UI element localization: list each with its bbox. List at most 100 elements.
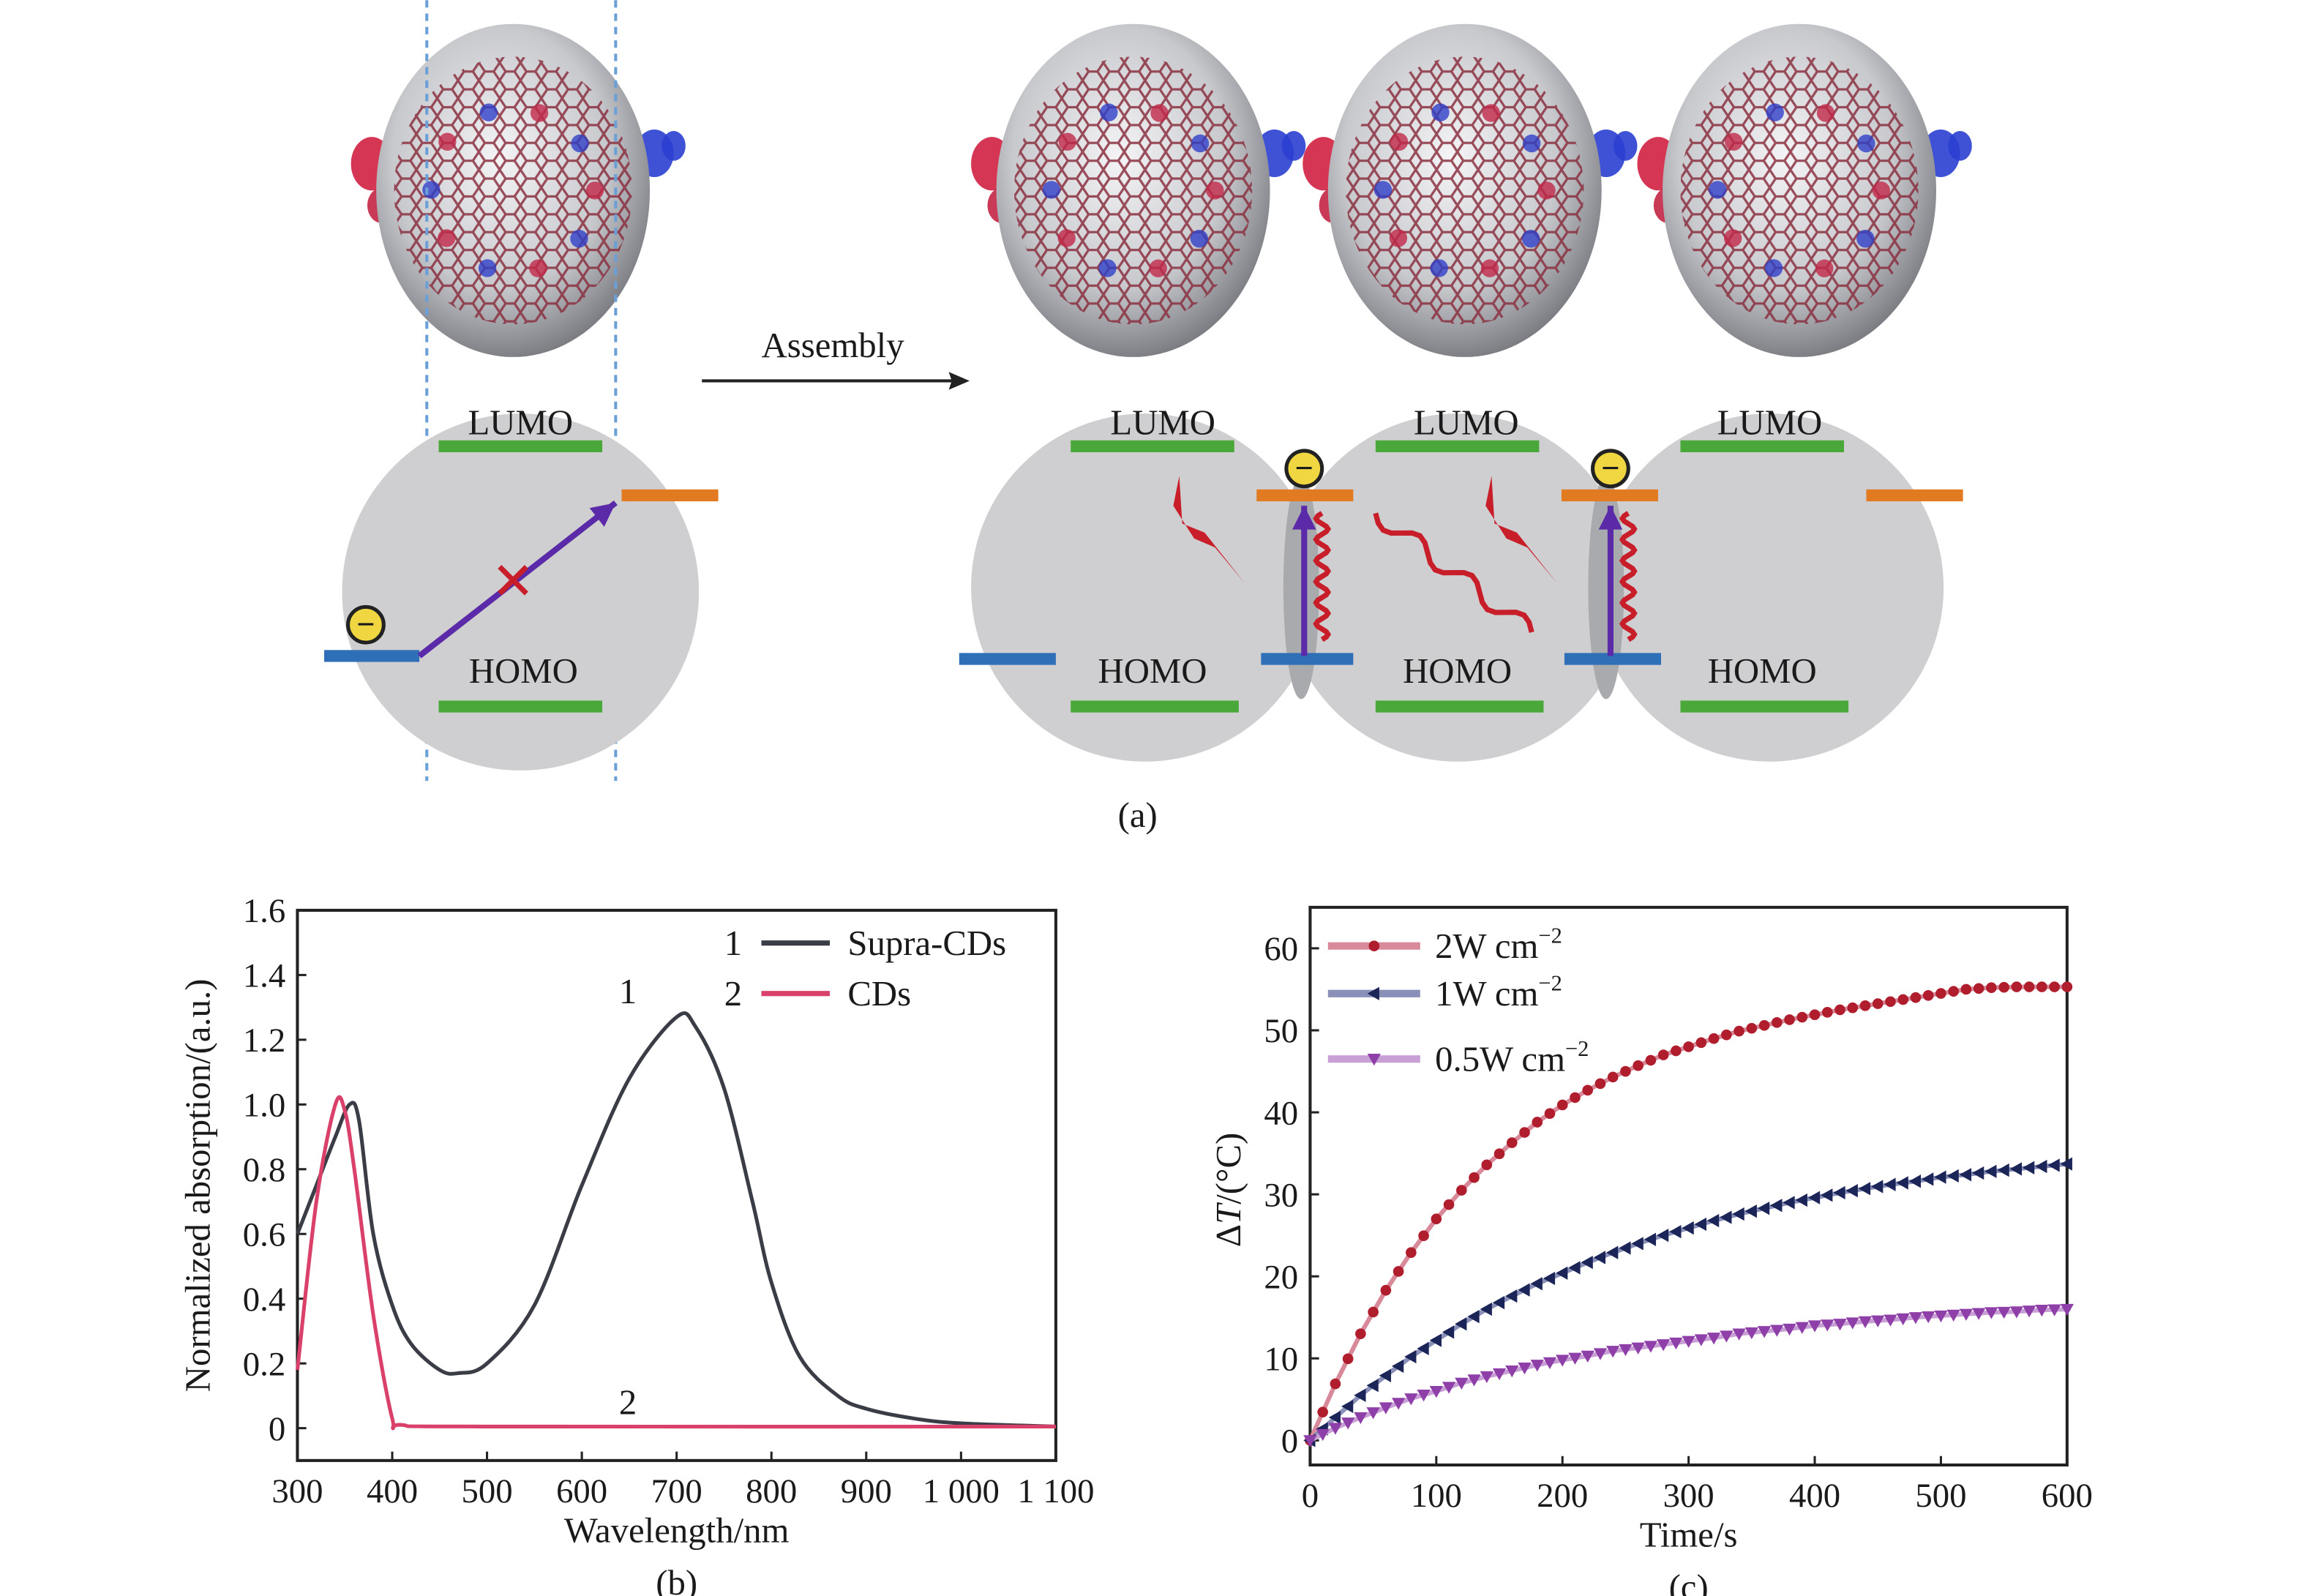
blue-lobe: [1281, 131, 1306, 161]
data-point: [1404, 1349, 1417, 1364]
data-point: [1657, 1049, 1669, 1060]
functional-group: [1482, 104, 1500, 122]
data-point: [1960, 984, 1972, 995]
functional-group: [479, 103, 498, 121]
data-point: [1532, 1117, 1543, 1128]
functional-group: [1149, 259, 1167, 277]
data-point: [2035, 1305, 2049, 1317]
data-point: [1391, 1398, 1406, 1410]
data-point: [1683, 1041, 1694, 1052]
data-point: [1582, 1084, 1594, 1096]
data-point: [1467, 1309, 1480, 1324]
data-point: [1896, 1176, 1908, 1190]
data-point: [1897, 994, 1909, 1005]
data-point: [1734, 1025, 1744, 1037]
functional-group: [1709, 181, 1727, 199]
functional-group: [1815, 259, 1834, 277]
functional-group: [570, 229, 588, 248]
data-point: [1997, 1163, 2009, 1177]
data-point: [1807, 1191, 1821, 1205]
acceptor-level: [1561, 489, 1658, 502]
data-point: [1984, 1307, 1998, 1319]
panel-b-absorption-chart: 300 400 500 600 700 800 900 1 000 1 10000.20.40.…: [179, 892, 1095, 1596]
y-tick-label: 20: [1264, 1258, 1298, 1296]
y-axis-label: ΔT/(°C): [1209, 1133, 1248, 1248]
excitation-arrow: [1598, 506, 1623, 656]
data-point: [1480, 1302, 1492, 1316]
data-point: [1492, 1295, 1505, 1310]
y-tick-label: 1.0: [243, 1087, 285, 1125]
homo-label: HOMO: [1403, 651, 1512, 691]
data-point: [2022, 1161, 2035, 1174]
data-point: [2060, 1303, 2074, 1316]
data-point: [1568, 1352, 1582, 1365]
y-tick-label: 0.8: [243, 1151, 285, 1189]
data-point: [1620, 1065, 1631, 1077]
functional-group: [530, 104, 549, 122]
y-tick-label: 30: [1264, 1176, 1298, 1214]
data-point: [1871, 1315, 1885, 1327]
y-axis-label-part: T: [1209, 1202, 1248, 1224]
data-point: [1682, 1335, 1695, 1348]
series-line: [1309, 1306, 2067, 1443]
lumo-label: LUMO: [1110, 403, 1215, 443]
legend-label: CDs: [847, 974, 911, 1014]
data-point: [1959, 1168, 1972, 1182]
data-point: [1593, 1348, 1608, 1360]
homo-level: [438, 700, 603, 713]
data-point: [1469, 1172, 1480, 1183]
data-point: [1317, 1406, 1328, 1417]
functional-group: [478, 259, 497, 277]
lumo-label: LUMO: [1414, 403, 1519, 443]
functional-group: [1190, 229, 1209, 248]
electron-sign: −: [1295, 450, 1313, 487]
data-point: [1518, 1363, 1532, 1375]
data-point: [1303, 1435, 1317, 1447]
data-point: [1505, 1365, 1519, 1378]
data-point: [1847, 1002, 1859, 1014]
data-point: [1858, 1182, 1871, 1196]
electron-circle: [1284, 449, 1324, 489]
data-point: [1391, 1359, 1404, 1374]
legend-label-superscript: −2: [1565, 1036, 1589, 1061]
functional-group: [1521, 229, 1540, 248]
data-point: [1442, 1382, 1456, 1394]
y-axis-label: Normalized absorption/(a.u.): [179, 979, 218, 1393]
functional-group: [1373, 181, 1393, 199]
functional-group: [1431, 103, 1450, 121]
data-point: [1518, 1283, 1530, 1297]
x-axis-label: Wavelength/nm: [564, 1511, 790, 1551]
graphene-lattice: [394, 56, 632, 325]
data-point: [1631, 1342, 1645, 1355]
functional-group: [1098, 259, 1117, 277]
data-point: [1380, 1284, 1392, 1296]
functional-group: [1042, 181, 1061, 199]
blue-lobe: [1948, 131, 1972, 161]
data-point: [1481, 1159, 1493, 1171]
data-point: [1341, 1417, 1355, 1430]
legend-number: 1: [724, 923, 742, 963]
lumo-label: LUMO: [468, 403, 573, 443]
functional-group: [571, 134, 589, 153]
data-point: [1379, 1402, 1393, 1415]
data-point: [1328, 1423, 1343, 1435]
data-point: [1671, 1045, 1682, 1057]
arrow-head: [1292, 506, 1316, 530]
y-tick-label: 40: [1264, 1094, 1298, 1132]
data-point: [1354, 1412, 1368, 1425]
panel-label: (c): [1669, 1567, 1709, 1596]
data-point: [1467, 1374, 1481, 1387]
series-2: [1303, 1303, 2074, 1447]
data-point: [1795, 1322, 1809, 1334]
assembly-label: Assembly: [762, 326, 905, 365]
data-point: [1706, 1213, 1720, 1228]
curve-annotation: 2: [619, 1383, 637, 1423]
data-point: [1368, 1306, 1379, 1318]
data-point: [1833, 1319, 1847, 1331]
functional-group: [1150, 104, 1169, 122]
acceptor-level: [621, 489, 719, 502]
graphene-lattice: [1014, 56, 1253, 325]
data-point: [1404, 1393, 1418, 1406]
data-point: [1946, 1169, 1959, 1183]
